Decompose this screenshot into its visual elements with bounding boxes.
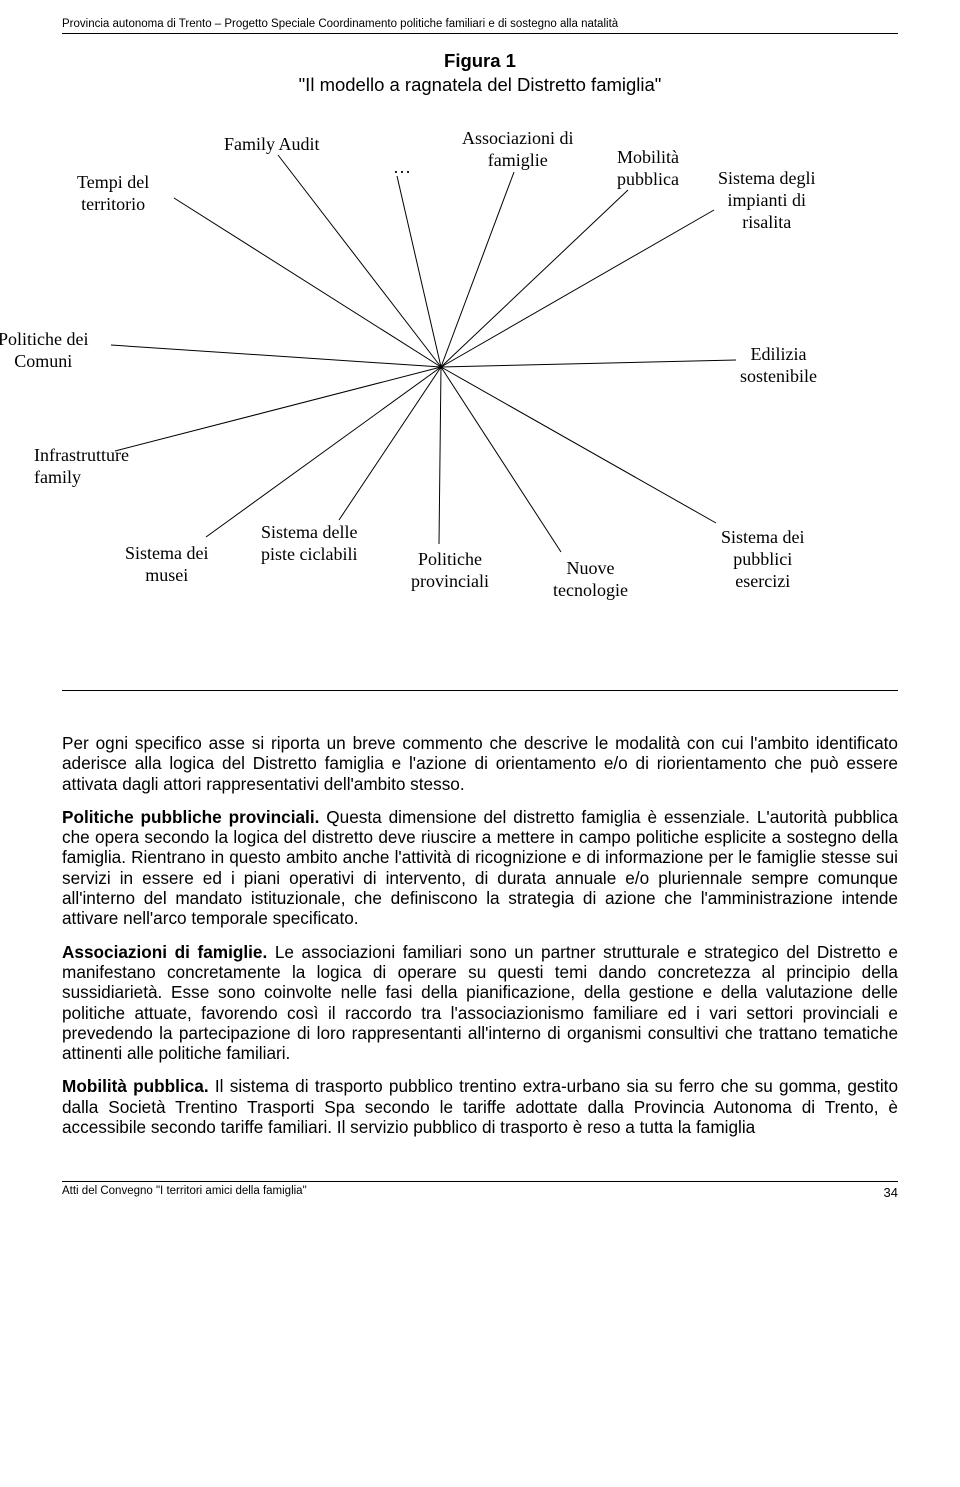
paragraph: Associazioni di famiglie. Le associazion… (62, 942, 898, 1064)
paragraph: Mobilità pubblica. Il sistema di traspor… (62, 1076, 898, 1137)
running-footer: Atti del Convegno "I territori amici del… (62, 1181, 898, 1200)
diagram-edge (174, 198, 441, 367)
paragraph-lead: Associazioni di famiglie. (62, 942, 267, 962)
diagram-node: Nuovetecnologie (553, 558, 628, 602)
paragraph: Politiche pubbliche provinciali. Questa … (62, 807, 898, 929)
paragraph-lead: Mobilità pubblica. (62, 1076, 209, 1096)
running-header: Provincia autonoma di Trento – Progetto … (62, 0, 898, 34)
diagram-node: Sistema degliimpianti dirisalita (718, 168, 816, 234)
diagram-node: Sistema dellepiste ciclabili (261, 522, 357, 566)
diagram-node: Mobilitàpubblica (617, 147, 679, 191)
diagram-edge (441, 172, 514, 367)
diagram-edge (206, 367, 441, 537)
page-number: 34 (884, 1185, 898, 1200)
diagram-node: Sistema deipubbliciesercizi (721, 527, 805, 593)
diagram-edge (115, 367, 441, 451)
figure-caption: "Il modello a ragnatela del Distretto fa… (62, 74, 898, 96)
footer-text: Atti del Convegno "I territori amici del… (62, 1185, 307, 1200)
diagram-edge (441, 210, 714, 367)
paragraph-text: Per ogni specifico asse si riporta un br… (62, 733, 898, 794)
body-text: Per ogni specifico asse si riporta un br… (62, 733, 898, 1137)
diagram-edge (441, 190, 628, 367)
diagram-node: Tempi delterritorio (77, 172, 149, 216)
diagram-edge (111, 345, 441, 367)
diagram-edge (441, 367, 716, 523)
spider-diagram: Family Audit … Associazioni difamiglie Mobi… (62, 102, 898, 686)
diagram-node: Ediliziasostenibile (740, 344, 817, 388)
diagram-node: Politicheprovinciali (411, 549, 489, 593)
diagram-node: Infrastrutturefamily (34, 445, 129, 489)
diagram-node: Family Audit (224, 134, 320, 156)
diagram-node: Sistema deimusei (125, 543, 209, 587)
diagram-node: Associazioni difamiglie (462, 128, 573, 172)
diagram-node: … (393, 157, 411, 179)
diagram-edge (339, 367, 441, 520)
diagram-edge (441, 360, 736, 367)
diagram-edge (441, 367, 561, 552)
diagram-edge (439, 367, 441, 544)
paragraph: Per ogni specifico asse si riporta un br… (62, 733, 898, 794)
paragraph-lead: Politiche pubbliche provinciali. (62, 807, 319, 827)
diagram-node: Politiche deiComuni (0, 329, 88, 373)
figure-divider (62, 690, 898, 691)
figure-number: Figura 1 (62, 50, 898, 72)
